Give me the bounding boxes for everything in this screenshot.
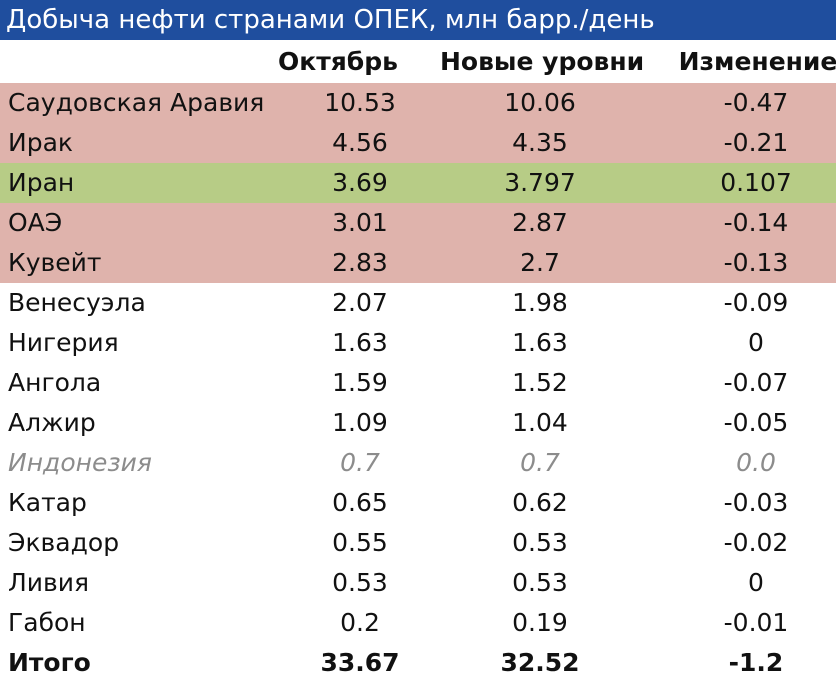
new-level-cell: 1.04 <box>512 408 568 437</box>
country-cell: Нигерия <box>8 328 119 357</box>
country-cell: Ирак <box>8 128 73 157</box>
new-level-cell: 4.35 <box>512 128 568 157</box>
country-cell: Ангола <box>8 368 102 397</box>
country-cell: Саудовская Аравия <box>8 88 265 117</box>
header-new-levels: Новые уровни <box>440 47 645 76</box>
country-cell: Венесуэла <box>8 288 146 317</box>
october-cell: 1.59 <box>332 368 388 397</box>
october-cell: 3.01 <box>332 208 388 237</box>
table-row: ОАЭ 3.01 2.87 -0.14 <box>0 203 836 243</box>
country-cell: ОАЭ <box>8 208 63 237</box>
table-row: Нигерия 1.63 1.63 0 <box>0 323 836 363</box>
new-level-cell: 3.797 <box>504 168 576 197</box>
october-cell: 2.07 <box>332 288 388 317</box>
october-cell: 1.09 <box>332 408 388 437</box>
change-cell: -0.13 <box>723 248 789 277</box>
country-cell: Ливия <box>8 568 90 597</box>
october-cell: 3.69 <box>332 168 388 197</box>
new-level-cell: 0.53 <box>512 568 568 597</box>
country-cell: Эквадор <box>8 528 120 557</box>
change-cell: 0 <box>748 328 764 357</box>
table-row: Габон 0.2 0.19 -0.01 <box>0 603 836 643</box>
table-row: Индонезия 0.7 0.7 0.0 <box>0 443 836 483</box>
october-cell: 0.55 <box>332 528 388 557</box>
change-cell: -0.05 <box>723 408 789 437</box>
change-cell: -0.47 <box>723 88 789 117</box>
change-cell: -0.14 <box>723 208 789 237</box>
country-cell: Кувейт <box>8 248 102 277</box>
table-header: Октябрь Новые уровни Изменение <box>0 42 836 82</box>
table-row: Ирак 4.56 4.35 -0.21 <box>0 123 836 163</box>
table-title: Добыча нефти странами ОПЕК, млн барр./де… <box>0 0 836 40</box>
new-level-cell: 10.06 <box>504 88 576 117</box>
october-cell: 33.67 <box>320 648 400 677</box>
october-cell: 1.63 <box>332 328 388 357</box>
new-level-cell: 0.53 <box>512 528 568 557</box>
table-row: Ливия 0.53 0.53 0 <box>0 563 836 603</box>
change-cell: 0.107 <box>720 168 792 197</box>
new-level-cell: 2.7 <box>520 248 560 277</box>
october-cell: 0.7 <box>340 448 380 477</box>
table-row: Кувейт 2.83 2.7 -0.13 <box>0 243 836 283</box>
october-cell: 0.65 <box>332 488 388 517</box>
table-row: Катар 0.65 0.62 -0.03 <box>0 483 836 523</box>
country-cell: Габон <box>8 608 86 637</box>
country-cell: Катар <box>8 488 87 517</box>
table-row: Иран 3.69 3.797 0.107 <box>0 163 836 203</box>
new-level-cell: 0.62 <box>512 488 568 517</box>
new-level-cell: 0.7 <box>520 448 560 477</box>
table-row: Эквадор 0.55 0.53 -0.02 <box>0 523 836 563</box>
change-cell: -0.01 <box>723 608 789 637</box>
new-level-cell: 32.52 <box>500 648 580 677</box>
new-level-cell: 1.52 <box>512 368 568 397</box>
country-cell: Итого <box>8 648 91 677</box>
header-october: Октябрь <box>278 47 398 76</box>
october-cell: 4.56 <box>332 128 388 157</box>
table-row: Саудовская Аравия 10.53 10.06 -0.47 <box>0 83 836 123</box>
header-change: Изменение <box>678 47 836 76</box>
october-cell: 0.53 <box>332 568 388 597</box>
new-level-cell: 2.87 <box>512 208 568 237</box>
october-cell: 2.83 <box>332 248 388 277</box>
table-row: Итого 33.67 32.52 -1.2 <box>0 643 836 683</box>
october-cell: 0.2 <box>340 608 380 637</box>
change-cell: -0.21 <box>723 128 789 157</box>
country-cell: Иран <box>8 168 75 197</box>
change-cell: 0 <box>748 568 764 597</box>
table-row: Алжир 1.09 1.04 -0.05 <box>0 403 836 443</box>
new-level-cell: 0.19 <box>512 608 568 637</box>
new-level-cell: 1.63 <box>512 328 568 357</box>
change-cell: -0.03 <box>723 488 789 517</box>
table-row: Венесуэла 2.07 1.98 -0.09 <box>0 283 836 323</box>
change-cell: -0.09 <box>723 288 789 317</box>
change-cell: 0.0 <box>736 448 776 477</box>
table-body: Саудовская Аравия 10.53 10.06 -0.47 Ирак 4.56… <box>0 83 836 683</box>
change-cell: -0.07 <box>723 368 789 397</box>
new-level-cell: 1.98 <box>512 288 568 317</box>
october-cell: 10.53 <box>324 88 396 117</box>
country-cell: Индонезия <box>8 448 152 477</box>
change-cell: -0.02 <box>723 528 789 557</box>
country-cell: Алжир <box>8 408 96 437</box>
change-cell: -1.2 <box>728 648 784 677</box>
table-row: Ангола 1.59 1.52 -0.07 <box>0 363 836 403</box>
